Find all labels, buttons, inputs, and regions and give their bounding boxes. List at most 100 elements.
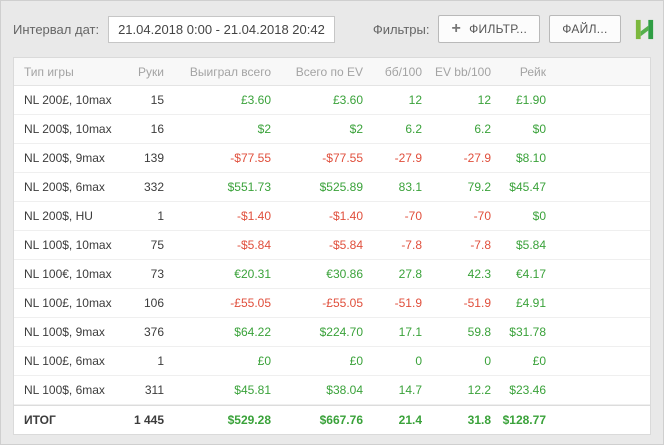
won-total-cell: €20.31 [234,267,271,281]
rake-cell: $31.78 [509,325,546,339]
game-type-cell: NL 100€, 10max [24,267,112,281]
filters-label: Фильтры: [372,21,430,37]
hands-cell: 75 [150,238,164,252]
won-ev-cell: -$1.40 [328,209,363,223]
won-ev-cell: £3.60 [332,93,363,107]
won-total-cell: £0 [257,354,271,368]
hands-cell: 376 [143,325,164,339]
hands-cell: 15 [150,93,164,107]
col-header-won-total[interactable]: Выиграл всего [189,64,271,79]
game-type-cell: NL 200$, 9max [24,151,105,165]
won-total-cell: -£55.05 [230,296,271,310]
rake-cell: €4.17 [515,267,546,281]
game-type-cell: NL 200$, 10max [24,122,112,136]
won-total-cell: $64.22 [234,325,271,339]
col-header-game-type[interactable]: Тип игры [24,64,74,79]
plus-icon: + [451,20,462,37]
game-type-cell: NL 100£, 6max [24,354,105,368]
toolbar: Интервал дат: 21.04.2018 0:00 - 21.04.20… [1,1,663,57]
rake-cell: £1.90 [515,93,546,107]
rake-cell: $0 [532,122,546,136]
table-row[interactable]: NL 100£, 10max 106 -£55.05 -£55.05 -51.9 -51.… [14,289,650,318]
ev-bb100-cell: 31.8 [467,413,491,427]
rake-cell: £4.91 [515,296,546,310]
rake-cell: $128.77 [502,413,546,427]
col-header-hands[interactable]: Руки [138,64,164,79]
table-row[interactable]: NL 200$, 10max 16 $2 $2 6.2 6.2 $0 [14,115,650,144]
bb100-cell: 6.2 [405,122,422,136]
table-row[interactable]: NL 100$, 9max 376 $64.22 $224.70 17.1 59.8 $31… [14,318,650,347]
rake-cell: $45.47 [509,180,546,194]
rake-cell: $5.84 [515,238,546,252]
table-total-row[interactable]: ИТОГ 1 445 $529.28 $667.76 21.4 31.8 $128.77 [14,405,650,434]
stats-table: Тип игры Руки Выиграл всего Всего по EV … [13,57,651,435]
won-ev-cell: $525.89 [319,180,363,194]
won-total-cell: $2 [257,122,271,136]
won-ev-cell: -$77.55 [322,151,363,165]
col-header-won-ev[interactable]: Всего по EV [295,64,363,79]
col-header-ev-bb100[interactable]: EV bb/100 [434,64,491,79]
col-header-bb100[interactable]: бб/100 [384,64,422,79]
hands-cell: 1 [157,354,164,368]
rake-cell: $23.46 [509,383,546,397]
bb100-cell: 27.8 [398,267,422,281]
won-ev-cell: -£55.05 [322,296,363,310]
ev-bb100-cell: 6.2 [474,122,491,136]
bb100-cell: 12 [408,93,422,107]
game-type-cell: NL 200$, 6max [24,180,105,194]
rake-cell: $0 [532,209,546,223]
file-button[interactable]: ФАЙЛ... [549,15,621,43]
ev-bb100-cell: 79.2 [467,180,491,194]
ev-bb100-cell: -70 [473,209,491,223]
table-row[interactable]: NL 200$, HU 1 -$1.40 -$1.40 -70 -70 $0 [14,202,650,231]
table-header: Тип игры Руки Выиграл всего Всего по EV … [14,58,650,86]
won-ev-cell: $667.76 [319,413,363,427]
won-ev-cell: $2 [349,122,363,136]
ev-bb100-cell: 12 [477,93,491,107]
won-total-cell: -$1.40 [236,209,271,223]
rake-cell: $8.10 [515,151,546,165]
game-type-cell: NL 100$, 6max [24,383,105,397]
ev-bb100-cell: -27.9 [463,151,491,165]
hands-cell: 106 [143,296,164,310]
won-total-cell: $45.81 [234,383,271,397]
won-ev-cell: £0 [349,354,363,368]
ev-bb100-cell: 42.3 [467,267,491,281]
col-header-rake[interactable]: Рейк [519,64,546,79]
bb100-cell: 21.4 [398,413,422,427]
hands-cell: 1 [157,209,164,223]
game-type-cell: NL 100£, 10max [24,296,112,310]
game-type-cell: NL 200$, HU [24,209,93,223]
won-total-cell: £3.60 [240,93,271,107]
table-row[interactable]: NL 100$, 10max 75 -$5.84 -$5.84 -7.8 -7.8 $5.8… [14,231,650,260]
table-row[interactable]: NL 100$, 6max 311 $45.81 $38.04 14.7 12.2 $23.… [14,376,650,405]
game-type-cell: NL 200£, 10max [24,93,112,107]
hand2note-logo-icon [635,19,653,39]
table-row[interactable]: NL 100£, 6max 1 £0 £0 0 0 £0 [14,347,650,376]
date-interval-label: Интервал дат: [13,21,100,37]
won-ev-cell: -$5.84 [328,238,363,252]
hands-cell: 1 445 [133,413,164,427]
game-type-cell: NL 100$, 9max [24,325,105,339]
game-type-cell: NL 100$, 10max [24,238,112,252]
rake-cell: £0 [532,354,546,368]
won-ev-cell: $224.70 [319,325,363,339]
ev-bb100-cell: 12.2 [467,383,491,397]
hands-cell: 139 [143,151,164,165]
table-row[interactable]: NL 200$, 6max 332 $551.73 $525.89 83.1 79.2 $4… [14,173,650,202]
table-row[interactable]: NL 200£, 10max 15 £3.60 £3.60 12 12 £1.90 [14,86,650,115]
hands-cell: 16 [150,122,164,136]
table-row[interactable]: NL 200$, 9max 139 -$77.55 -$77.55 -27.9 -27.9… [14,144,650,173]
table-rows: NL 200£, 10max 15 £3.60 £3.60 12 12 £1.90 NL 20… [14,86,650,434]
won-ev-cell: €30.86 [326,267,363,281]
won-total-cell: $551.73 [227,180,271,194]
date-range-input[interactable]: 21.04.2018 0:00 - 21.04.2018 20:42 [108,15,335,43]
bb100-cell: -51.9 [394,296,422,310]
add-filter-button[interactable]: + ФИЛЬТР... [438,15,541,43]
ev-bb100-cell: 59.8 [467,325,491,339]
bb100-cell: 0 [415,354,422,368]
table-row[interactable]: NL 100€, 10max 73 €20.31 €30.86 27.8 42.3 €4.1… [14,260,650,289]
game-type-cell: ИТОГ [24,413,56,427]
won-total-cell: -$5.84 [236,238,271,252]
ev-bb100-cell: 0 [484,354,491,368]
